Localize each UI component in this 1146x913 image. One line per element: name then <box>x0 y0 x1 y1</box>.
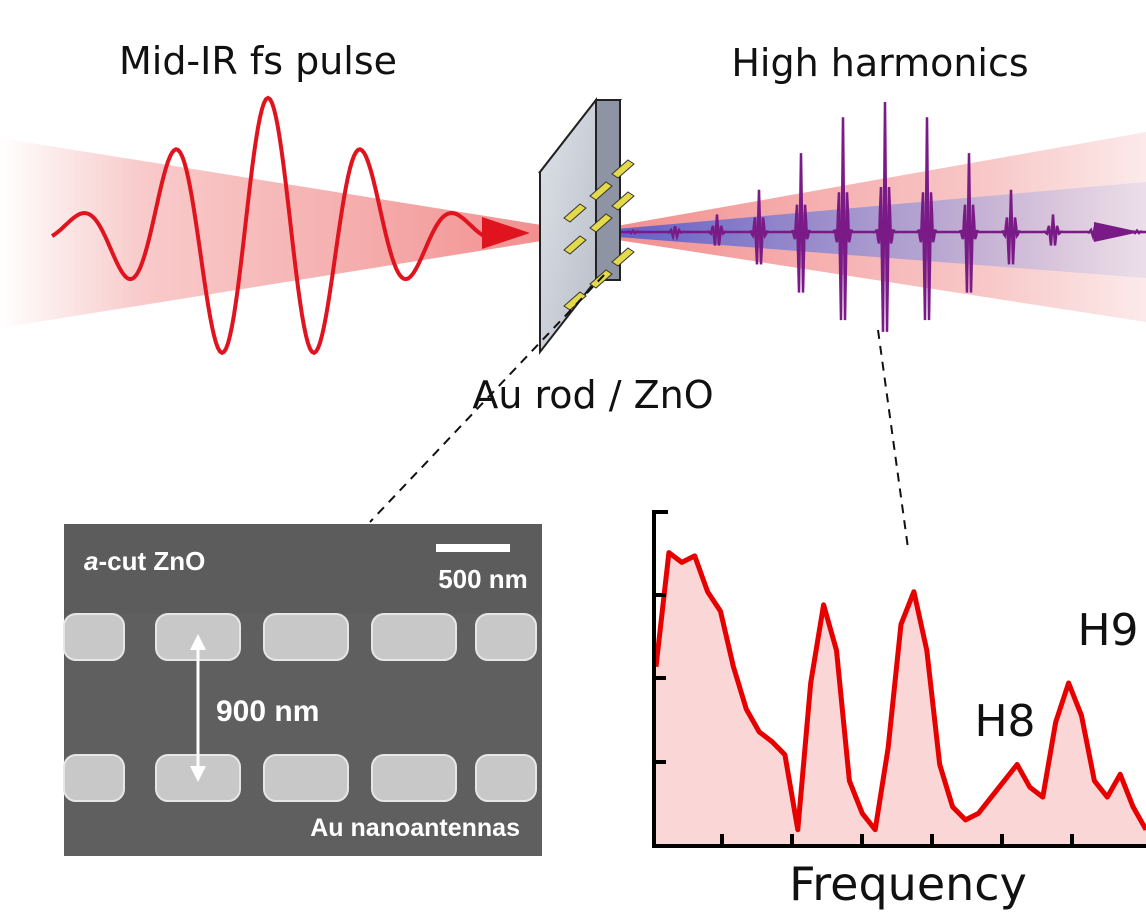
x-axis-label: Frequency <box>789 857 1027 911</box>
sem-substrate-prefix: a <box>84 546 98 576</box>
sem-rod-4 <box>371 613 457 661</box>
sample-zoom-leader <box>369 274 605 523</box>
sem-image: a-cut ZnO 500 nm 900 nm Au nanoantennas <box>63 524 542 856</box>
sem-rod-5 <box>475 613 537 661</box>
nanorod-r7 <box>563 291 587 311</box>
output-label: High harmonics <box>731 41 1028 85</box>
sem-substrate-suffix: -cut ZnO <box>98 546 205 576</box>
sem-rod-9 <box>371 754 457 802</box>
pump-beam-cone <box>0 138 560 328</box>
nanorod-r4 <box>563 235 587 255</box>
pump-arrow-head <box>482 217 530 249</box>
sem-substrate-label: a-cut ZnO <box>84 546 205 576</box>
sem-spacing-arrow-down <box>190 766 206 782</box>
sample-label: Au rod / ZnO <box>472 373 713 417</box>
input-pulse-label: Mid-IR fs pulse <box>119 39 397 83</box>
spectrum-zoom-leader <box>877 329 909 549</box>
au-rod-zno-sample <box>537 97 635 355</box>
sem-rod-10 <box>475 754 537 802</box>
nanorod-r9 <box>611 247 635 267</box>
sem-rod-1 <box>63 613 125 661</box>
sem-scale-bar <box>436 544 510 552</box>
sem-texture-top <box>64 524 542 614</box>
nanorod-r6 <box>611 191 635 211</box>
spectrum-fill <box>656 552 1146 846</box>
axis-ticks <box>654 593 1074 846</box>
nanorod-r2 <box>589 181 613 201</box>
harmonic-arrow-head <box>1094 222 1140 242</box>
sem-caption: Au nanoantennas <box>310 814 520 842</box>
sem-rod-3 <box>263 613 349 661</box>
sem-scale-bar-label: 500 nm <box>438 564 528 594</box>
sem-rod-6 <box>63 754 125 802</box>
sem-rod-8 <box>263 754 349 802</box>
h9-label: H9 <box>1077 605 1138 656</box>
sem-spacing-label: 900 nm <box>216 695 319 728</box>
pump-pulse-waveform <box>50 95 493 356</box>
sem-spacing-arrow-up <box>190 634 206 650</box>
harmonic-spectrum-chart: H8 H9 Frequency <box>652 510 1146 911</box>
spectrum-line <box>653 550 1146 833</box>
harmonic-pulse-waveform <box>579 101 1146 332</box>
h8-label: H8 <box>974 696 1035 747</box>
nanorod-r1 <box>563 203 587 223</box>
nanorod-r5 <box>589 213 613 233</box>
nanorod-array <box>563 159 635 311</box>
nanorod-r3 <box>611 159 635 179</box>
